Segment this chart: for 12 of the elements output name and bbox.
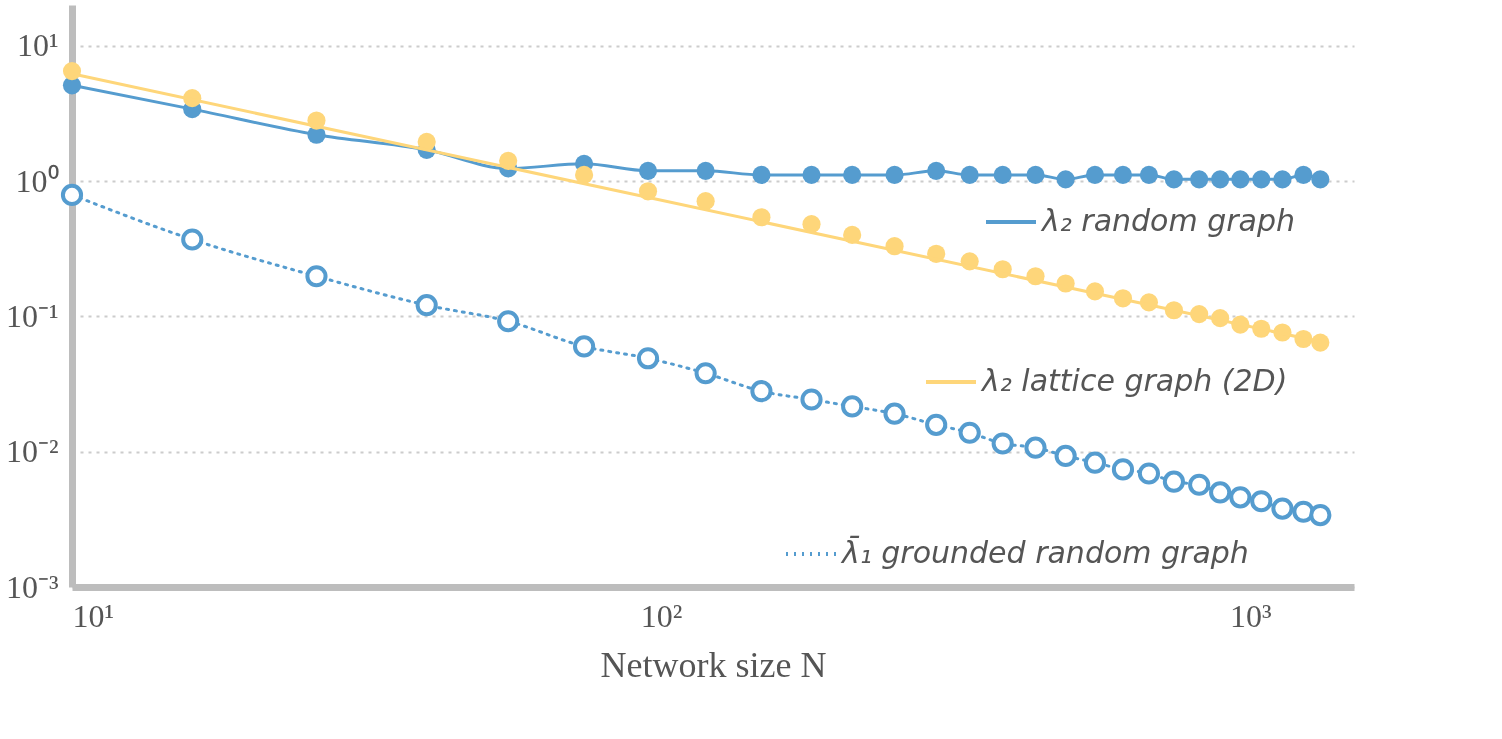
y-tick-label: 10⁻¹ bbox=[5, 297, 59, 334]
legend-label: λ₂ random graph bbox=[1040, 203, 1296, 238]
y-tick-label: 10⁻² bbox=[5, 433, 59, 470]
x-tick-label: 10¹ bbox=[72, 597, 115, 634]
x-tick-label: 10³ bbox=[1229, 597, 1272, 634]
x-axis-title: Network size N bbox=[600, 644, 827, 685]
y-tick-label: 10¹ bbox=[16, 27, 59, 64]
legend-label: λ̄₁ grounded random graph bbox=[840, 534, 1249, 570]
legend-label: λ₂ lattice graph (2D) bbox=[980, 363, 1288, 398]
y-tick-label: 10⁰ bbox=[15, 162, 59, 199]
x-tick-label: 10² bbox=[640, 597, 683, 634]
y-tick-label: 10⁻³ bbox=[5, 568, 59, 605]
